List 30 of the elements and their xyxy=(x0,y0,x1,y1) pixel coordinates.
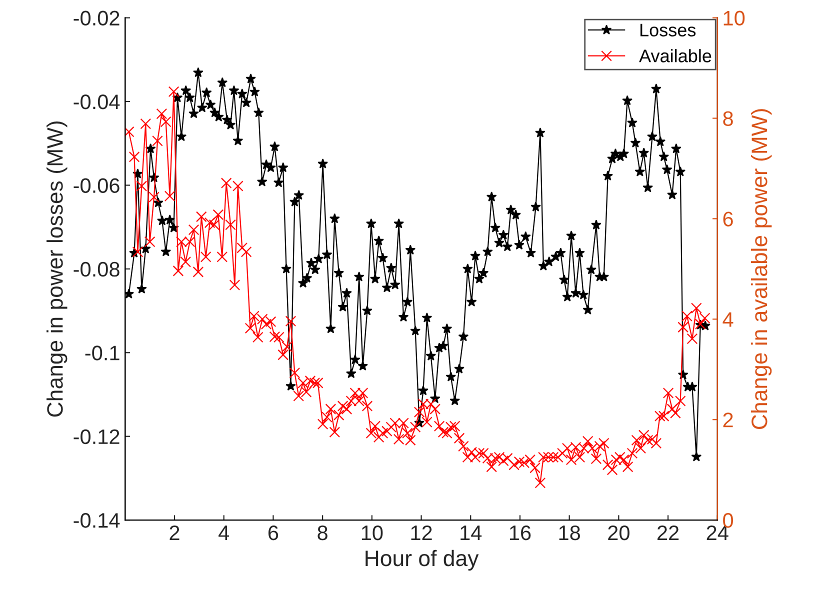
y2-tick-label: 10 xyxy=(724,10,745,26)
y2-tick-label: 2 xyxy=(723,412,733,428)
x-axis-title: Hour of day xyxy=(366,550,479,571)
y2-tick-label: 4 xyxy=(722,312,734,327)
y-tick-label: -0.1 xyxy=(85,346,120,360)
x-tick-label: 12 xyxy=(411,525,432,540)
y2-axis-title: Change in available power (MW) xyxy=(750,109,772,429)
x-tick-label: 16 xyxy=(510,525,531,540)
y-tick-label: -0.06 xyxy=(74,178,120,193)
y-tick-label: -0.04 xyxy=(74,94,120,110)
x-tick-label: 6 xyxy=(268,525,278,540)
y-tick-label: -0.08 xyxy=(74,262,120,277)
y2-tick-label: 8 xyxy=(723,111,733,126)
y-tick-label: -0.02 xyxy=(74,10,120,26)
x-tick-label: 20 xyxy=(608,525,630,540)
y-tick-label: -0.14 xyxy=(74,513,120,528)
legend-label: Available xyxy=(639,49,712,62)
x-tick-label: 24 xyxy=(706,525,728,540)
x-tick-label: 2 xyxy=(170,525,180,540)
x-tick-label: 4 xyxy=(218,526,230,540)
x-tick-label: 14 xyxy=(460,526,482,540)
y-tick-label: -0.12 xyxy=(74,429,120,444)
x-tick-label: 8 xyxy=(318,525,328,540)
x-tick-label: 22 xyxy=(657,525,679,540)
x-tick-label: 18 xyxy=(559,525,580,540)
y-axis-title: Change in power losses (MW) xyxy=(46,121,68,417)
x-tick-label: 10 xyxy=(362,525,383,540)
y2-tick-label: 6 xyxy=(723,212,733,226)
legend-label: Losses xyxy=(640,24,696,36)
y2-tick-label: 0 xyxy=(723,513,734,528)
